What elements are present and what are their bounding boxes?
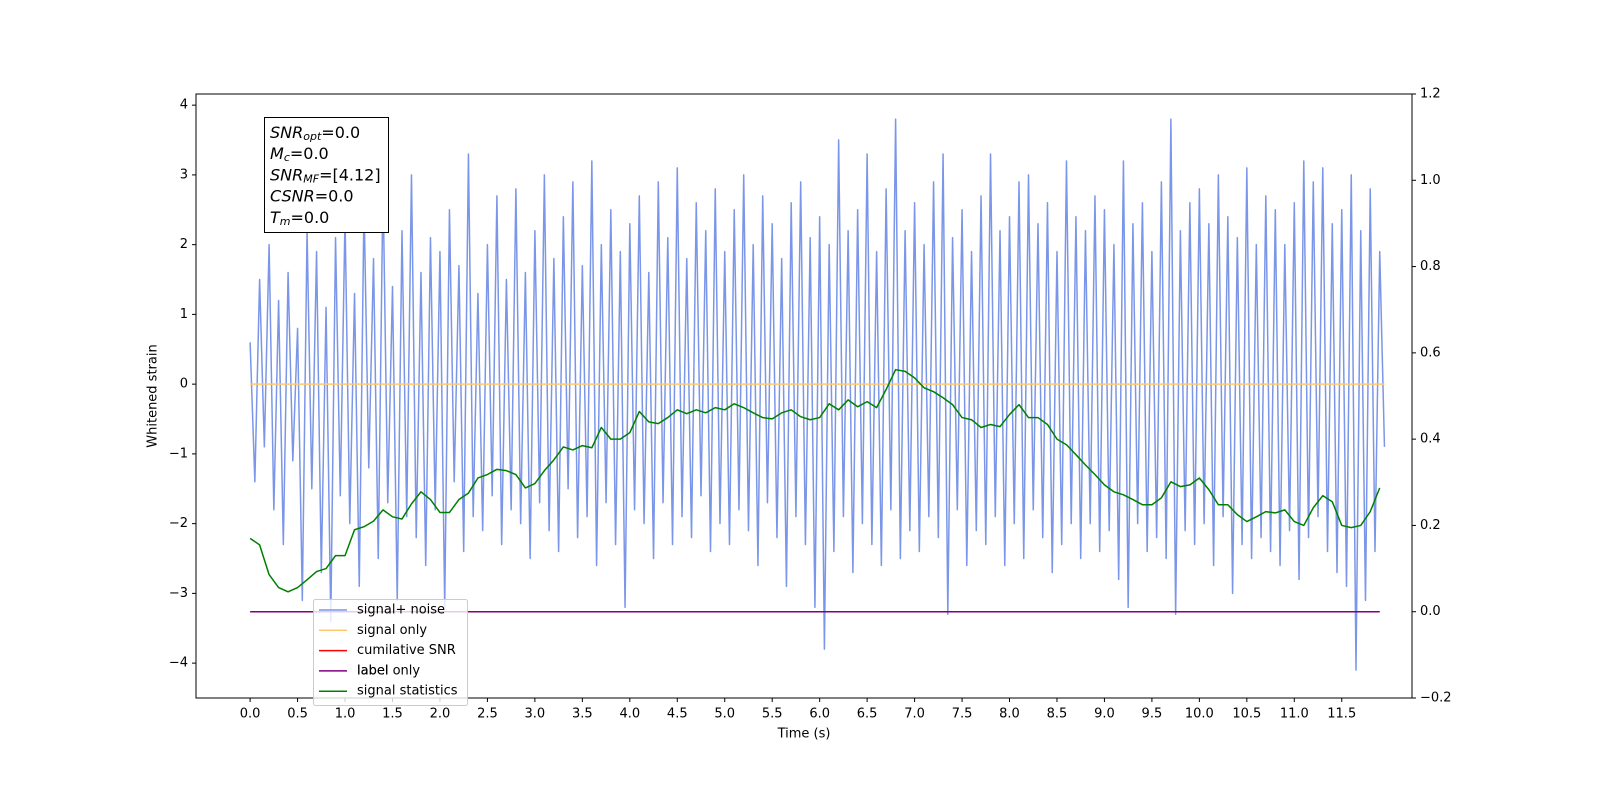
y2-tick-label: 0.6	[1420, 345, 1441, 360]
y2-tick-label: 0.4	[1420, 432, 1441, 447]
y-tick-label: −4	[169, 656, 188, 671]
annotation: CSNR=0.0	[270, 186, 354, 205]
annotation-text: =0.0	[291, 207, 330, 226]
annotation-box	[264, 117, 389, 233]
y-tick-label: 4	[180, 98, 188, 113]
x-tick-label: 4.5	[667, 707, 688, 722]
x-tick-label: 7.0	[904, 707, 925, 722]
legend-label: cumilative SNR	[357, 643, 456, 658]
legend-label: signal only	[357, 623, 427, 638]
x-tick-label: 0.0	[240, 707, 261, 722]
series-line	[249, 368, 1381, 593]
x-tick-label: 7.5	[952, 707, 973, 722]
axes-frame	[195, 93, 1413, 699]
x-tick-label: 6.0	[809, 707, 830, 722]
x-tick-label: 5.0	[714, 707, 735, 722]
annotation-text: =0.0	[290, 144, 329, 163]
x-tick-label: 4.0	[619, 707, 640, 722]
y2-tick-label: 1.2	[1420, 87, 1441, 102]
annotation: Mc=0.0	[270, 144, 329, 165]
y2-tick-label: 1.0	[1420, 173, 1441, 188]
x-tick-label: 2.0	[430, 707, 451, 722]
annotation-text: =0.0	[321, 123, 360, 142]
annotation: SNRopt=0.0	[270, 123, 360, 144]
annotation-symbol: SNR	[270, 165, 303, 184]
x-tick-label: 10.5	[1232, 707, 1261, 722]
x-tick-label: 1.0	[335, 707, 356, 722]
annotation-symbol: SNR	[270, 123, 303, 142]
x-tick-label: 1.5	[382, 707, 403, 722]
legend-label: signal statistics	[357, 684, 458, 699]
annotation-symbol: M	[270, 144, 284, 163]
x-tick-label: 11.5	[1327, 707, 1356, 722]
y-tick-label: −1	[169, 446, 188, 461]
y2-tick-label: 0.2	[1420, 518, 1441, 533]
y-tick-label: 1	[180, 307, 188, 322]
y-tick-label: 3	[180, 167, 188, 182]
y2-tick-label: 0.0	[1420, 604, 1441, 619]
annotation-sub: opt	[303, 130, 322, 143]
y2-tick-label: 0.8	[1420, 259, 1441, 274]
annotation-text: =[4.12]	[319, 165, 381, 184]
annotation-sub: MF	[303, 172, 319, 185]
x-tick-label: 6.5	[857, 707, 878, 722]
legend-label: label only	[357, 663, 420, 678]
legend-box	[313, 599, 468, 706]
annotation-symbol: CSNR	[270, 186, 315, 205]
x-tick-label: 2.5	[477, 707, 498, 722]
series-line	[249, 118, 1386, 671]
y-tick-label: 0	[180, 377, 188, 392]
legend-label: signal+ noise	[357, 603, 445, 618]
x-tick-label: 11.0	[1280, 707, 1309, 722]
y-tick-label: −2	[169, 516, 188, 531]
y2-tick-label: −0.2	[1420, 691, 1452, 706]
x-tick-label: 5.5	[762, 707, 783, 722]
x-tick-label: 8.0	[999, 707, 1020, 722]
annotation: SNRMF=[4.12]	[270, 165, 381, 186]
x-tick-label: 3.5	[572, 707, 593, 722]
annotation-text: =0.0	[315, 186, 354, 205]
y-tick-label: −3	[169, 586, 188, 601]
x-tick-label: 3.0	[525, 707, 546, 722]
y-axis-label: Whitened strain	[146, 344, 161, 447]
x-tick-label: 8.5	[1047, 707, 1068, 722]
annotation-sub: m	[280, 215, 291, 228]
y-tick-label: 2	[180, 237, 188, 252]
x-tick-label: 0.5	[287, 707, 308, 722]
annotation: Tm=0.0	[270, 207, 329, 228]
x-tick-label: 9.5	[1142, 707, 1163, 722]
legend-label: label	[357, 663, 388, 678]
annotation-symbol: T	[270, 207, 281, 226]
x-axis-label: Time (s)	[777, 727, 831, 742]
x-tick-label: 10.0	[1185, 707, 1214, 722]
x-tick-label: 9.0	[1094, 707, 1115, 722]
annotation-sub: c	[284, 151, 290, 164]
